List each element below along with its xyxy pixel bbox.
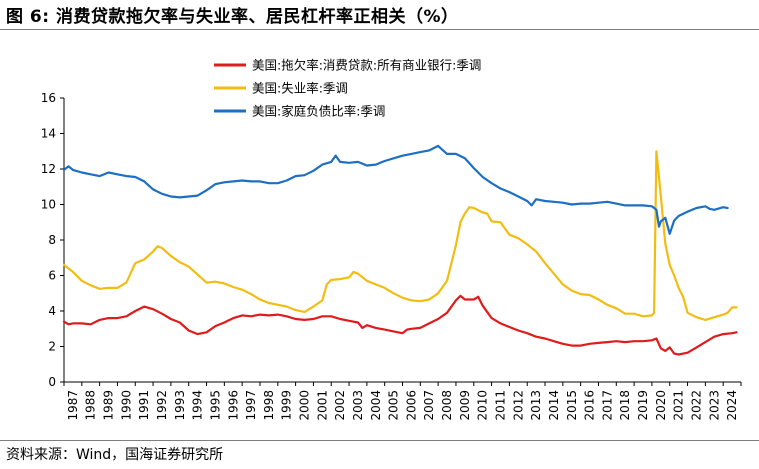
x-tick-label: 2005 (387, 390, 401, 421)
y-tick-label: 14 (41, 127, 56, 141)
series-line-2 (62, 150, 738, 321)
x-tick-label: 1991 (137, 390, 151, 421)
x-tick-label: 2001 (315, 390, 329, 421)
series-line-1 (62, 294, 738, 356)
x-tick-label: 2014 (547, 390, 561, 421)
x-tick-label: 2010 (476, 390, 490, 421)
chart-legend: 美国:拖欠率:消费贷款:所有商业银行:季调美国:失业率:季调美国:家庭负债比率:… (214, 58, 481, 119)
legend-label-3: 美国:家庭负债比率:季调 (252, 104, 385, 119)
x-tick-label: 2013 (529, 390, 543, 421)
x-tick-label: 2023 (707, 390, 721, 421)
x-tick-label: 1994 (191, 390, 205, 421)
x-tick-label: 1995 (208, 390, 222, 421)
y-tick-label: 8 (48, 233, 56, 247)
series-line-3 (62, 144, 729, 235)
footer-divider (0, 440, 759, 441)
legend-label-2: 美国:失业率:季调 (252, 81, 348, 96)
x-tick-label: 2012 (511, 390, 525, 421)
title-divider (0, 29, 759, 30)
x-tick-label: 1987 (66, 390, 80, 421)
y-tick-label: 2 (48, 340, 56, 354)
y-tick-label: 4 (48, 304, 56, 318)
x-tick-label: 2004 (369, 390, 383, 421)
x-tick-label: 2008 (440, 390, 454, 421)
x-tick-label: 2003 (351, 390, 365, 421)
x-tick-label: 2015 (565, 390, 579, 421)
y-tick-label: 16 (41, 91, 56, 105)
x-tick-label: 1997 (244, 390, 258, 421)
source-note: 资料来源：Wind，国海证券研究所 (6, 447, 224, 463)
x-tick-label: 2024 (725, 390, 739, 421)
y-tick-label: 12 (41, 162, 56, 176)
legend-label-1: 美国:拖欠率:消费贷款:所有商业银行:季调 (252, 58, 481, 73)
chart-series (62, 144, 738, 356)
x-tick-label: 2017 (600, 390, 614, 421)
x-tick-label: 2018 (618, 390, 632, 421)
chart-axes (63, 98, 741, 383)
x-tick-label: 1999 (280, 390, 294, 421)
x-tick-label: 2007 (422, 390, 436, 421)
x-tick-label: 1989 (102, 390, 116, 421)
x-tick-label: 2011 (493, 390, 507, 421)
y-tick-label: 10 (41, 198, 56, 212)
y-tick-label: 6 (48, 269, 56, 283)
y-tick-label: 0 (48, 375, 56, 389)
x-tick-label: 2000 (298, 390, 312, 421)
x-tick-label: 2020 (654, 390, 668, 421)
x-tick-label: 1992 (155, 390, 169, 421)
x-tick-label: 1993 (173, 390, 187, 421)
x-tick-label: 2009 (458, 390, 472, 421)
y-axis-ticks: 0 2 4 6 8 10 12 14 16 (41, 91, 64, 389)
x-tick-label: 1998 (262, 390, 276, 421)
x-tick-label: 2021 (672, 390, 686, 421)
x-tick-label: 2022 (689, 390, 703, 421)
x-tick-label: 2006 (404, 390, 418, 421)
x-tick-label: 2016 (583, 390, 597, 421)
figure-title: 图 6: 消费贷款拖欠率与失业率、居民杠杆率正相关（%） (6, 7, 459, 27)
x-tick-label: 1990 (119, 390, 133, 421)
x-tick-label: 2019 (636, 390, 650, 421)
x-axis-ticks: 1987 1988 1989 1990 1991 1992 1993 1994 1995 1996… (63, 382, 742, 421)
x-tick-label: 1996 (226, 390, 240, 421)
x-tick-label: 1988 (84, 390, 98, 421)
x-tick-label: 2002 (333, 390, 347, 421)
